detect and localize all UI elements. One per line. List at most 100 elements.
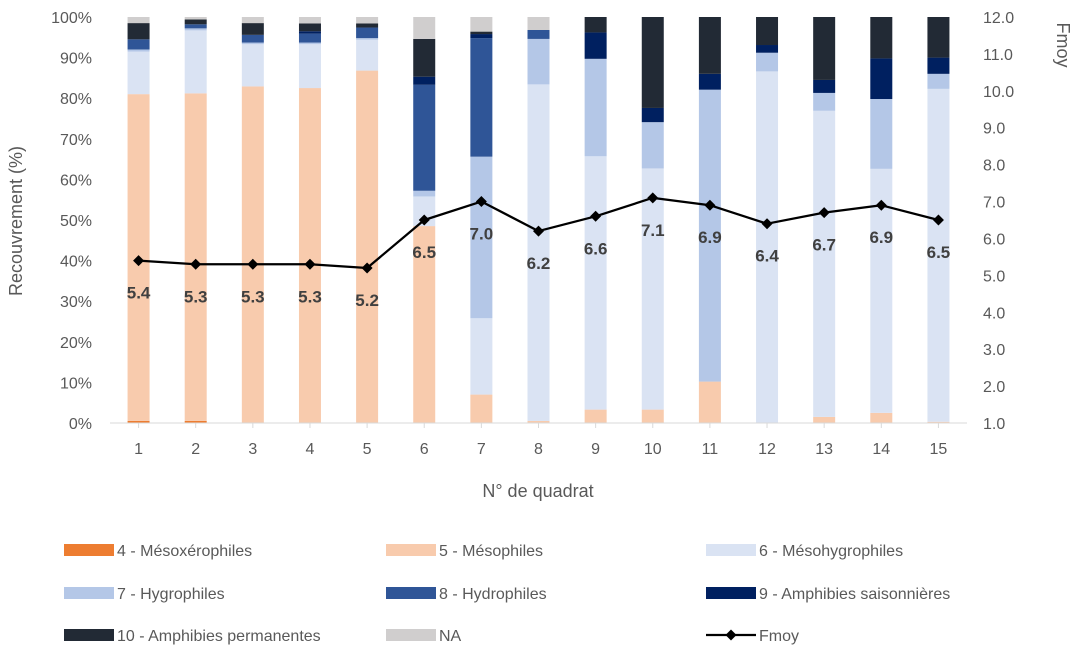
bar-10-amphibies-permanentes-q13 bbox=[813, 17, 836, 80]
bar-8-hydrophiles-q4 bbox=[298, 33, 321, 43]
fmoy-data-label: 6.9 bbox=[698, 228, 722, 247]
legend-swatch bbox=[706, 587, 756, 599]
bar-8-hydrophiles-q3 bbox=[241, 34, 264, 43]
bar-9-amphibies-saisonnieres-q15 bbox=[927, 57, 950, 74]
fmoy-data-label: 6.5 bbox=[412, 243, 436, 262]
bar-7-hygrophiles-q3 bbox=[241, 42, 264, 45]
y2-tick-label: 9.0 bbox=[983, 121, 1005, 138]
bar-6-mesohygrophiles-q2 bbox=[184, 30, 207, 94]
y-tick-label: 80% bbox=[60, 91, 92, 108]
x-tick-label: 7 bbox=[477, 441, 486, 458]
fmoy-marker-q6 bbox=[418, 214, 430, 226]
legend-label: Fmoy bbox=[759, 628, 799, 645]
y-tick-label: 50% bbox=[60, 213, 92, 230]
legend-item-8-hydrophiles: 8 - Hydrophiles bbox=[386, 586, 547, 603]
fmoy-marker-q14 bbox=[875, 199, 887, 211]
legend-item-10-amphibies-permanentes: 10 - Amphibies permanentes bbox=[64, 628, 321, 645]
legend-item-7-hygrophiles: 7 - Hygrophiles bbox=[64, 586, 225, 603]
bar-na-q3 bbox=[241, 17, 264, 24]
bar-9-amphibies-saisonnieres-q12 bbox=[756, 45, 779, 53]
fmoy-line-layer bbox=[133, 192, 944, 274]
y2-tick-label: 2.0 bbox=[983, 379, 1005, 396]
bar-9-amphibies-saisonnieres-q9 bbox=[584, 32, 607, 59]
fmoy-marker-q1 bbox=[133, 255, 145, 267]
bar-5-mesophiles-q11 bbox=[698, 381, 721, 423]
legend-label: 9 - Amphibies saisonnières bbox=[759, 586, 950, 603]
bar-10-amphibies-permanentes-q9 bbox=[584, 17, 607, 33]
bar-7-hygrophiles-q11 bbox=[698, 89, 721, 382]
bar-9-amphibies-saisonnieres-q10 bbox=[641, 107, 664, 123]
legend-label: 8 - Hydrophiles bbox=[439, 586, 547, 603]
legend: 4 - Mésoxérophiles 5 - Mésophiles 6 - Méso… bbox=[64, 543, 950, 645]
bar-9-amphibies-saisonnieres-q14 bbox=[870, 58, 893, 100]
bar-8-hydrophiles-q2 bbox=[184, 24, 207, 29]
legend-swatch bbox=[64, 629, 114, 641]
y-tick-label: 90% bbox=[60, 51, 92, 68]
y2-tick-label: 8.0 bbox=[983, 158, 1005, 175]
legend-item-6-mesohygrophiles: 6 - Mésohygrophiles bbox=[706, 543, 903, 560]
bar-5-mesophiles-q10 bbox=[641, 409, 664, 423]
fmoy-marker-q15 bbox=[932, 214, 944, 226]
bar-5-mesophiles-q15 bbox=[927, 421, 950, 423]
x-tick-label: 9 bbox=[591, 441, 600, 458]
bar-6-mesohygrophiles-q13 bbox=[813, 110, 836, 417]
legend-label: 10 - Amphibies permanentes bbox=[117, 628, 321, 645]
y2-tick-label: 1.0 bbox=[983, 416, 1005, 433]
bar-na-q8 bbox=[527, 17, 550, 30]
fmoy-data-label: 5.3 bbox=[184, 287, 208, 306]
legend-label: 6 - Mésohygrophiles bbox=[759, 543, 903, 560]
bar-7-hygrophiles-q4 bbox=[298, 42, 321, 45]
x-tick-label: 5 bbox=[363, 441, 372, 458]
legend-swatch bbox=[386, 544, 436, 556]
bar-9-amphibies-saisonnieres-q4 bbox=[298, 31, 321, 34]
bar-na-q2 bbox=[184, 17, 207, 20]
bar-na-q6 bbox=[413, 17, 436, 39]
fmoy-data-label: 5.2 bbox=[355, 291, 379, 310]
bar-6-mesohygrophiles-q3 bbox=[241, 44, 264, 87]
y-tick-label: 20% bbox=[60, 335, 92, 352]
fmoy-marker-q2 bbox=[190, 258, 202, 270]
y2-axis-title: Fmoy bbox=[1053, 23, 1073, 68]
bar-7-hygrophiles-q14 bbox=[870, 99, 893, 169]
bars-layer bbox=[127, 17, 950, 424]
fmoy-data-label: 7.1 bbox=[641, 221, 665, 240]
x-tick-label: 15 bbox=[930, 441, 948, 458]
y2-tick-label: 6.0 bbox=[983, 231, 1005, 248]
bar-na-q5 bbox=[356, 17, 379, 24]
fmoy-marker-q12 bbox=[761, 218, 773, 230]
axes-layer: 1 2 3 4 5 6 7 8 9 10 11 12 13 14 150%10%20%30%40%50%60… bbox=[51, 10, 1014, 458]
legend-label: NA bbox=[439, 628, 462, 645]
fmoy-data-label: 6.2 bbox=[527, 254, 551, 273]
y-axis-title: Recouvrement (%) bbox=[6, 146, 26, 296]
fmoy-marker-q3 bbox=[247, 258, 259, 270]
y2-tick-label: 12.0 bbox=[983, 10, 1014, 27]
bar-9-amphibies-saisonnieres-q13 bbox=[813, 79, 836, 93]
fmoy-marker-q10 bbox=[647, 192, 659, 204]
bar-10-amphibies-permanentes-q10 bbox=[641, 17, 664, 108]
bar-8-hydrophiles-q6 bbox=[413, 84, 436, 191]
y-tick-label: 60% bbox=[60, 172, 92, 189]
bar-na-q7 bbox=[470, 17, 493, 32]
x-tick-label: 4 bbox=[306, 441, 315, 458]
bar-6-mesohygrophiles-q7 bbox=[470, 318, 493, 395]
bar-5-mesophiles-q4 bbox=[298, 88, 321, 424]
y2-tick-label: 7.0 bbox=[983, 195, 1005, 212]
fmoy-data-label: 6.7 bbox=[812, 236, 836, 255]
fmoy-marker-q9 bbox=[590, 210, 602, 222]
bar-na-q1 bbox=[127, 17, 150, 24]
fmoy-marker-q7 bbox=[475, 196, 487, 208]
fmoy-data-label: 5.3 bbox=[241, 287, 265, 306]
bar-6-mesohygrophiles-q5 bbox=[356, 39, 379, 71]
bar-5-mesophiles-q2 bbox=[184, 93, 207, 421]
fmoy-data-label: 7.0 bbox=[470, 225, 494, 244]
bar-4-mesoxerophiles-q1 bbox=[127, 420, 150, 423]
legend-swatch bbox=[386, 629, 436, 641]
y-tick-label: 10% bbox=[60, 375, 92, 392]
bar-5-mesophiles-q14 bbox=[870, 412, 893, 423]
legend-item-9-amphibies-saisonnieres: 9 - Amphibies saisonnières bbox=[706, 586, 950, 603]
y-tick-label: 30% bbox=[60, 294, 92, 311]
bar-7-hygrophiles-q12 bbox=[756, 52, 779, 72]
bar-6-mesohygrophiles-q14 bbox=[870, 168, 893, 413]
bar-8-hydrophiles-q5 bbox=[356, 27, 379, 39]
